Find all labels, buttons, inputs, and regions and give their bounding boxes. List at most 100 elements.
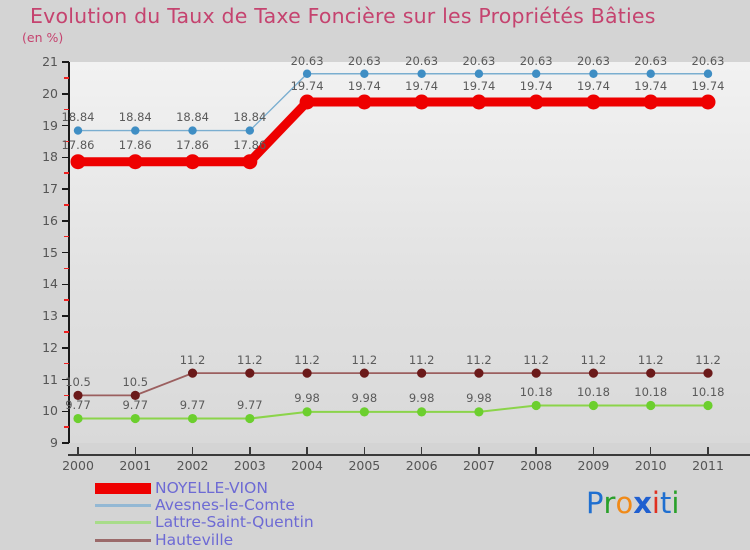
data-point-label: 11.2: [580, 352, 607, 367]
y-tick-label: 19: [42, 117, 58, 133]
x-tick-label: 2003: [233, 458, 266, 473]
data-point-label: 10.18: [634, 384, 668, 399]
y-minor-tick: [64, 77, 69, 79]
x-tick-label: 2007: [463, 458, 495, 473]
legend-label: Avesnes-le-Comte: [155, 496, 295, 515]
y-minor-tick: [64, 267, 69, 270]
data-point-label: 9.77: [179, 397, 206, 412]
y-minor-tick: [64, 108, 69, 111]
data-point-label: 9.98: [408, 391, 435, 406]
legend-item-noyelle-vion[interactable]: NOYELLE-VION: [95, 479, 425, 498]
y-tick: [62, 378, 69, 381]
data-point-label: 18.84: [233, 110, 267, 125]
legend-item-hauteville[interactable]: Hauteville: [95, 530, 425, 550]
data-point-label: 9.77: [122, 397, 149, 412]
logo-letter-i2: i: [671, 486, 680, 520]
data-point-label: 9.98: [351, 391, 378, 406]
x-tick-label: 2009: [577, 458, 610, 473]
data-point-label: 20.63: [634, 53, 668, 68]
y-tick: [62, 315, 69, 317]
data-point-label: 10.18: [519, 384, 553, 399]
data-point-label: 17.86: [118, 138, 152, 153]
x-tick-label: 2000: [62, 458, 94, 473]
logo-letter-t: t: [659, 486, 672, 520]
legend-label: Hauteville: [155, 530, 234, 549]
data-point-label: 11.2: [179, 352, 206, 367]
y-tick-label: 9: [50, 435, 58, 450]
legend-swatch: [95, 504, 151, 508]
x-axis-line: [68, 454, 750, 456]
data-point-label: 11.2: [466, 352, 492, 367]
data-point-label: 19.74: [519, 78, 553, 93]
logo-letter-i1: i: [651, 486, 660, 520]
data-point-label: 9.98: [466, 391, 492, 406]
x-tick: [707, 447, 709, 455]
y-minor-tick: [64, 204, 69, 206]
y-tick: [62, 347, 69, 349]
y-minor-tick: [64, 426, 69, 428]
proxiti-logo[interactable]: Proxiti: [586, 486, 679, 520]
data-point-label: 10.18: [691, 384, 725, 399]
y-tick: [62, 124, 69, 127]
data-point-label: 20.63: [519, 53, 553, 68]
x-tick-label: 2002: [176, 458, 209, 473]
data-point-label: 9.98: [294, 391, 320, 406]
legend-item-avesnes-le-comte[interactable]: Avesnes-le-Comte: [95, 496, 425, 515]
data-point-label: 19.74: [576, 78, 610, 93]
y-tick-label: 17: [42, 181, 58, 196]
x-tick: [77, 447, 79, 455]
y-tick-label: 13: [42, 308, 58, 323]
data-point-label: 11.2: [294, 352, 320, 367]
x-tick: [478, 447, 480, 455]
y-tick: [62, 283, 69, 285]
data-point-label: 18.84: [118, 110, 152, 125]
data-point-label: 9.77: [237, 397, 263, 412]
x-tick: [191, 447, 194, 455]
data-point-label: 19.74: [691, 78, 725, 93]
x-tick-label: 2001: [119, 458, 152, 473]
y-tick: [62, 93, 69, 95]
x-tick: [363, 447, 366, 455]
x-tick: [249, 447, 251, 455]
data-point-label: 17.86: [233, 138, 267, 153]
y-tick-label: 12: [42, 339, 58, 355]
data-point-label: 11.2: [695, 352, 721, 367]
data-point-label: 19.74: [462, 78, 496, 93]
legend-swatch: [95, 483, 151, 494]
x-tick: [592, 447, 595, 455]
x-tick: [306, 447, 308, 455]
data-point-label: 17.86: [176, 138, 209, 153]
x-tick-label: 2011: [692, 458, 724, 473]
x-tick-label: 2004: [291, 458, 323, 473]
y-minor-tick: [64, 235, 69, 238]
data-point-label: 20.63: [347, 53, 381, 68]
y-minor-tick: [64, 140, 69, 143]
legend-label: Lattre-Saint-Quentin: [155, 513, 314, 532]
data-point-label: 20.63: [576, 53, 610, 68]
data-point-label: 20.63: [462, 53, 496, 68]
data-point-label: 19.74: [634, 78, 668, 93]
data-point-label: 20.63: [691, 53, 725, 68]
x-tick-label: 2005: [348, 458, 381, 473]
data-point-label: 11.2: [523, 352, 549, 367]
y-tick-label: 15: [42, 244, 58, 260]
data-point-label: 10.18: [576, 384, 610, 399]
y-minor-tick: [64, 331, 69, 333]
legend-swatch: [95, 521, 151, 525]
y-tick: [62, 442, 69, 444]
data-point-label: 11.2: [408, 352, 435, 367]
y-tick-label: 14: [42, 276, 58, 292]
y-tick: [62, 188, 69, 190]
data-point-label: 20.63: [290, 53, 324, 68]
y-tick: [62, 251, 69, 254]
y-minor-tick: [64, 394, 69, 397]
legend: NOYELLE-VION Avesnes-le-Comte Lattre-Saint…: [95, 479, 425, 550]
logo-letter-o: o: [615, 486, 634, 520]
y-tick-label: 11: [42, 371, 58, 387]
y-tick: [62, 61, 69, 63]
y-tick-label: 10: [42, 403, 58, 419]
data-point-label: 9.77: [65, 397, 91, 412]
data-point-label: 19.74: [290, 78, 324, 93]
legend-item-lattre-saint-quentin[interactable]: Lattre-Saint-Quentin: [95, 513, 425, 532]
